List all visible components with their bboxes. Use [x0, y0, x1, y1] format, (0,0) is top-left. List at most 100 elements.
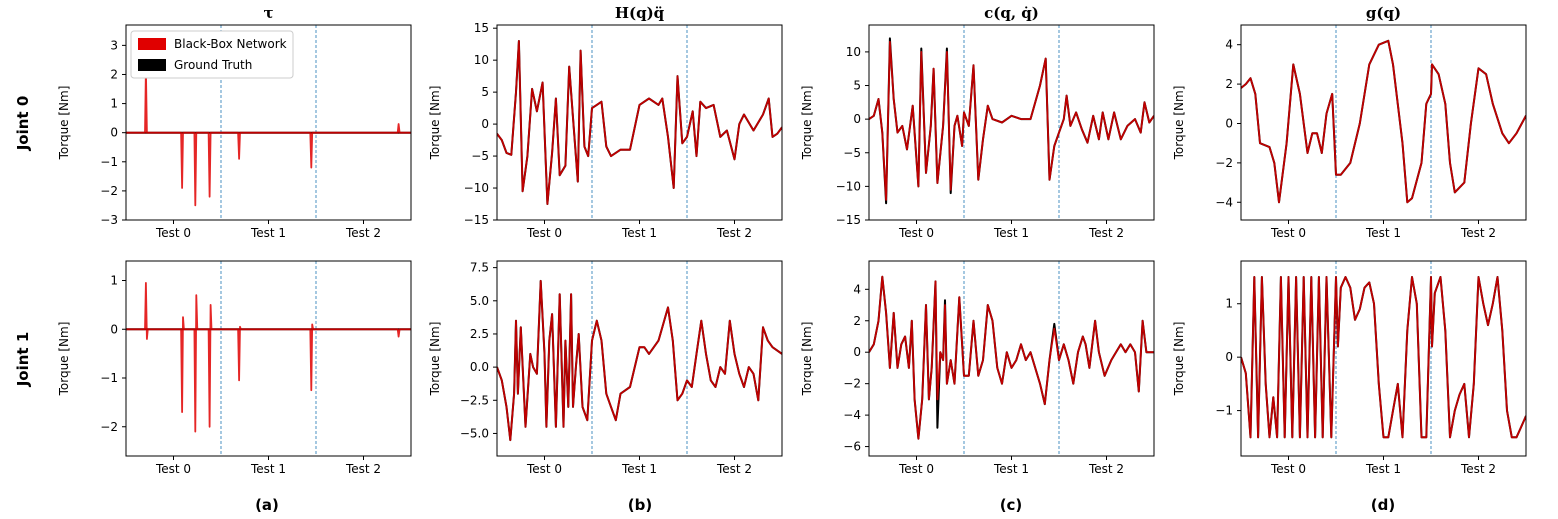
axes-frame [1240, 24, 1527, 221]
y-tick-label: 15 [474, 21, 489, 35]
x-tick-label: Test 1 [621, 462, 657, 476]
ground-truth-line [869, 275, 1154, 440]
x-tick-label: Test 2 [1088, 462, 1124, 476]
y-tick-label: 3 [110, 38, 118, 52]
y-tick-label: 0 [481, 117, 489, 131]
series-group [497, 279, 782, 442]
x-tick-label: Test 1 [250, 226, 286, 240]
legend-label-ground-truth: Ground Truth [174, 58, 252, 72]
y-tick-label: 2 [110, 67, 118, 81]
y-tick-label: 7.5 [470, 261, 489, 275]
panel-label-d: (d) [1371, 496, 1395, 514]
y-tick-label: −1 [1215, 404, 1233, 418]
y-tick-label: −4 [843, 408, 861, 422]
x-tick-label: Test 2 [1460, 226, 1496, 240]
x-tick-label: Test 1 [1365, 226, 1401, 240]
x-tick-label: Test 2 [716, 462, 752, 476]
series-group [126, 281, 411, 433]
network-line [1241, 39, 1526, 204]
y-tick-label: 2 [853, 314, 861, 328]
y-tick-label: −15 [836, 213, 861, 227]
subplot-r0-c2: −15 −10 −5 0 5 10 Test 0 Test 1 Test 2 Torque [Nm… [800, 4, 1155, 240]
y-tick-label: −3 [100, 213, 118, 227]
subplot-r1-c2: −6 −4 −2 0 2 4 Test 0 Test 1 Test 2 Torque [Nm] [800, 260, 1155, 476]
y-tick-label: 1 [1225, 297, 1233, 311]
y-tick-label: 0.0 [470, 360, 489, 374]
x-tick-label: Test 0 [898, 226, 934, 240]
ground-truth-line [869, 37, 1154, 205]
chart-title: c(q, q̇) [984, 4, 1039, 22]
y-tick-label: 10 [474, 53, 489, 67]
legend-label-network: Black-Box Network [174, 37, 287, 51]
y-tick-label: 5.0 [470, 294, 489, 308]
x-tick-label: Test 0 [526, 462, 562, 476]
series-group [1241, 39, 1526, 204]
y-tick-label: 1 [110, 274, 118, 288]
series-group [869, 275, 1154, 440]
series-group [869, 37, 1154, 205]
y-tick-label: 0 [853, 345, 861, 359]
y-tick-label: 0 [1225, 350, 1233, 364]
y-tick-label: −2 [1215, 156, 1233, 170]
y-tick-label: −5.0 [460, 426, 489, 440]
x-tick-label: Test 0 [1270, 462, 1306, 476]
x-tick-label: Test 2 [345, 226, 381, 240]
network-line [497, 279, 782, 442]
network-line [869, 275, 1154, 440]
y-axis-label: Torque [Nm] [57, 322, 71, 397]
network-line [497, 40, 782, 205]
chart-title: g(q) [1366, 4, 1401, 22]
axes-frame [125, 260, 412, 457]
legend-swatch-ground-truth [138, 59, 166, 71]
y-tick-label: −2 [100, 420, 118, 434]
y-axis-label: Torque [Nm] [428, 322, 442, 397]
y-tick-label: 4 [853, 282, 861, 296]
y-tick-label: 0 [110, 126, 118, 140]
panel-label-a: (a) [255, 496, 279, 514]
y-tick-label: 2.5 [470, 327, 489, 341]
y-tick-label: 10 [846, 45, 861, 59]
y-tick-label: −1 [100, 155, 118, 169]
row-label-joint-0: Joint 0 [14, 96, 32, 152]
x-tick-label: Test 0 [526, 226, 562, 240]
network-line [869, 40, 1154, 201]
legend-box [130, 30, 294, 79]
y-tick-label: 0 [853, 112, 861, 126]
subplot-r1-c0: −2 −1 0 1 Test 0 Test 1 Test 2 Torque [Nm] [57, 260, 412, 476]
x-tick-label: Test 2 [1088, 226, 1124, 240]
y-tick-label: 5 [481, 85, 489, 99]
subplot-r1-c1: −5.0 −2.5 0.0 2.5 5.0 7.5 Test 0 Test 1 Test 2 To… [428, 260, 783, 476]
y-axis-label: Torque [Nm] [800, 86, 814, 161]
chart-title: τ [263, 4, 273, 22]
x-tick-label: Test 1 [1365, 462, 1401, 476]
y-axis-label: Torque [Nm] [57, 86, 71, 161]
ground-truth-line [1241, 39, 1526, 204]
y-tick-label: −2 [843, 377, 861, 391]
y-tick-label: −10 [836, 179, 861, 193]
panel-label-b: (b) [628, 496, 652, 514]
subplot-r0-c0: −3 −2 −1 0 1 2 3 Test 0 Test 1 Test 2 Torque [Nm] τ [57, 4, 412, 240]
y-tick-label: −2 [100, 184, 118, 198]
x-tick-label: Test 0 [155, 462, 191, 476]
x-tick-label: Test 2 [1460, 462, 1496, 476]
x-tick-label: Test 1 [993, 226, 1029, 240]
y-axis-label: Torque [Nm] [1172, 322, 1186, 397]
y-tick-label: 4 [1225, 38, 1233, 52]
y-tick-label: −2.5 [460, 393, 489, 407]
y-tick-label: 2 [1225, 77, 1233, 91]
panel-label-c: (c) [1000, 496, 1023, 514]
x-tick-label: Test 1 [621, 226, 657, 240]
y-tick-label: −6 [843, 440, 861, 454]
legend: Black-Box Network Ground Truth [130, 30, 294, 79]
x-tick-label: Test 0 [898, 462, 934, 476]
subplot-r0-c3: −4 −2 0 2 4 Test 0 Test 1 Test 2 Torque [Nm] g(q) [1172, 4, 1527, 240]
y-tick-label: 5 [853, 79, 861, 93]
y-axis-label: Torque [Nm] [428, 86, 442, 161]
y-tick-label: −5 [471, 149, 489, 163]
subplot-r1-c3: −1 0 1 Test 0 Test 1 Test 2 Torque [Nm] [1172, 260, 1527, 476]
network-line [126, 67, 411, 207]
y-tick-label: 1 [110, 97, 118, 111]
y-axis-label: Torque [Nm] [1172, 86, 1186, 161]
